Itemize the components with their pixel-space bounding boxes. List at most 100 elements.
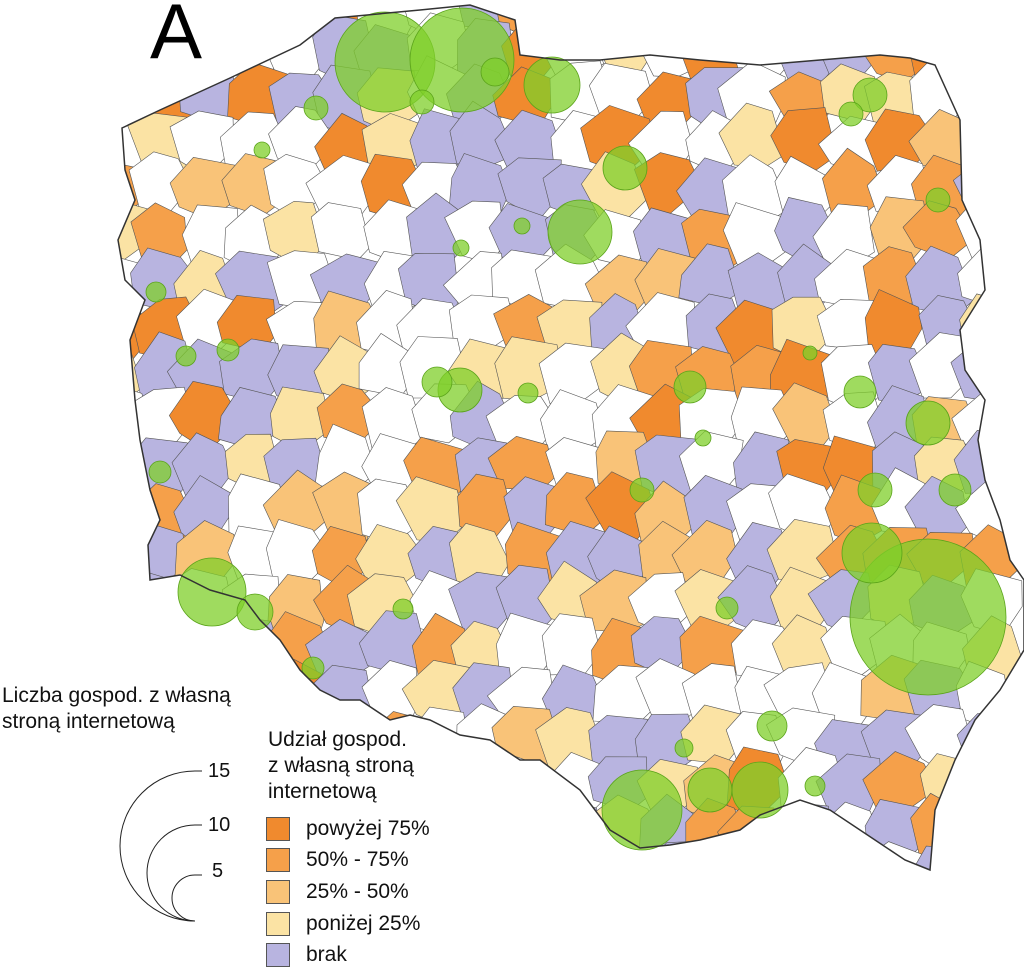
district	[769, 802, 832, 862]
map-symbol-circle	[175, 345, 197, 367]
map-symbol-circle	[236, 593, 274, 631]
map-symbol-circle	[523, 56, 581, 114]
district	[732, 842, 798, 870]
map-symbol-circle	[392, 598, 414, 620]
map-symbol-circle	[843, 375, 877, 409]
size-circle-10	[146, 824, 196, 922]
swatch	[266, 912, 290, 936]
legend-label: powyżej 75%	[306, 817, 430, 840]
map-symbol-circle	[547, 199, 613, 265]
district	[957, 746, 1021, 817]
district	[541, 613, 601, 676]
size-legend-title-line2: stroną internetową	[2, 710, 175, 733]
map-symbol-circle	[452, 239, 470, 257]
map-symbol-circle	[145, 281, 167, 303]
map-symbol-circle	[694, 429, 712, 447]
map-symbol-circle	[421, 366, 453, 398]
district	[764, 5, 835, 30]
map-symbol-circle	[301, 656, 325, 680]
map-symbol-circle	[148, 460, 172, 484]
district	[448, 802, 512, 868]
district	[585, 5, 654, 49]
district	[959, 68, 1022, 134]
map-symbol-circle	[715, 596, 739, 620]
size-circle-5	[171, 874, 196, 922]
map-symbol-circle	[756, 710, 788, 742]
district	[640, 841, 699, 870]
size-value-10: 10	[208, 814, 231, 836]
district	[676, 852, 745, 870]
district	[910, 792, 976, 861]
district	[723, 5, 796, 40]
class-legend-title-line3: internetową	[268, 780, 377, 803]
map-symbol-circle	[841, 522, 903, 584]
map-symbol-circle	[517, 382, 539, 404]
district	[772, 845, 836, 870]
legend-item-50-75: 50% - 75%	[266, 847, 409, 873]
legend-item-below-25: poniżej 25%	[266, 911, 420, 937]
map-symbol-circle	[409, 89, 435, 115]
district	[857, 841, 928, 870]
proportional-circles	[145, 7, 1007, 851]
map-symbol-circle	[905, 400, 951, 446]
size-legend-circles	[119, 770, 202, 922]
map-symbol-circle	[480, 57, 510, 87]
map-symbol-circle	[629, 477, 655, 503]
district	[452, 846, 511, 870]
district	[961, 838, 1024, 870]
class-legend-title-line2: z własną stroną	[268, 754, 414, 777]
map-symbol-circle	[303, 95, 329, 121]
map-symbol-circle	[925, 187, 951, 213]
map-symbol-circle	[938, 473, 972, 507]
swatch	[266, 880, 290, 904]
map-symbol-circle	[674, 738, 694, 758]
district	[873, 5, 931, 36]
district	[532, 5, 604, 32]
size-circle-15	[119, 770, 196, 922]
district	[590, 847, 657, 870]
map-symbol-circle	[409, 7, 515, 113]
map-symbol-circle	[802, 345, 818, 361]
swatch	[266, 848, 290, 872]
district	[911, 845, 972, 870]
district	[957, 5, 1024, 34]
swatch	[266, 943, 290, 967]
district	[404, 706, 470, 779]
district	[677, 5, 755, 35]
country-outline	[117, 4, 1024, 872]
size-value-15: 15	[208, 760, 231, 782]
map-symbol-circle	[602, 145, 648, 191]
map-symbol-circle	[857, 472, 893, 508]
legend-item-25-50: 25% - 50%	[266, 879, 409, 905]
legend-label: 25% - 50%	[306, 880, 409, 903]
panel-label: A	[150, 0, 203, 75]
district	[457, 748, 523, 819]
legend-item-none: brak	[266, 942, 347, 968]
district	[949, 795, 1018, 868]
district	[400, 855, 469, 870]
class-legend-title-line1: Udział gospod.	[268, 728, 407, 751]
map-symbol-circle	[838, 101, 864, 127]
map-symbol-circle	[673, 370, 707, 404]
size-legend-title-line1: Liczba gospod. z własną	[2, 684, 231, 707]
legend-label: brak	[306, 943, 347, 966]
district	[955, 21, 1024, 83]
map-symbol-circle	[687, 767, 733, 813]
legend-label: 50% - 75%	[306, 848, 409, 871]
legend-item-above-75: powyżej 75%	[266, 816, 430, 842]
class-legend-title: Udział gospod. z własną stroną interneto…	[268, 727, 414, 805]
district	[496, 796, 562, 866]
map-symbol-circle	[731, 761, 789, 819]
size-value-5: 5	[212, 860, 224, 882]
district	[815, 5, 881, 39]
district	[538, 844, 614, 870]
district	[955, 199, 1021, 268]
district	[495, 843, 566, 870]
district	[821, 846, 889, 870]
district	[961, 115, 1023, 178]
map-symbol-circle	[177, 557, 247, 627]
district	[956, 712, 1022, 773]
district	[538, 800, 604, 868]
map-symbol-circle	[601, 769, 683, 851]
